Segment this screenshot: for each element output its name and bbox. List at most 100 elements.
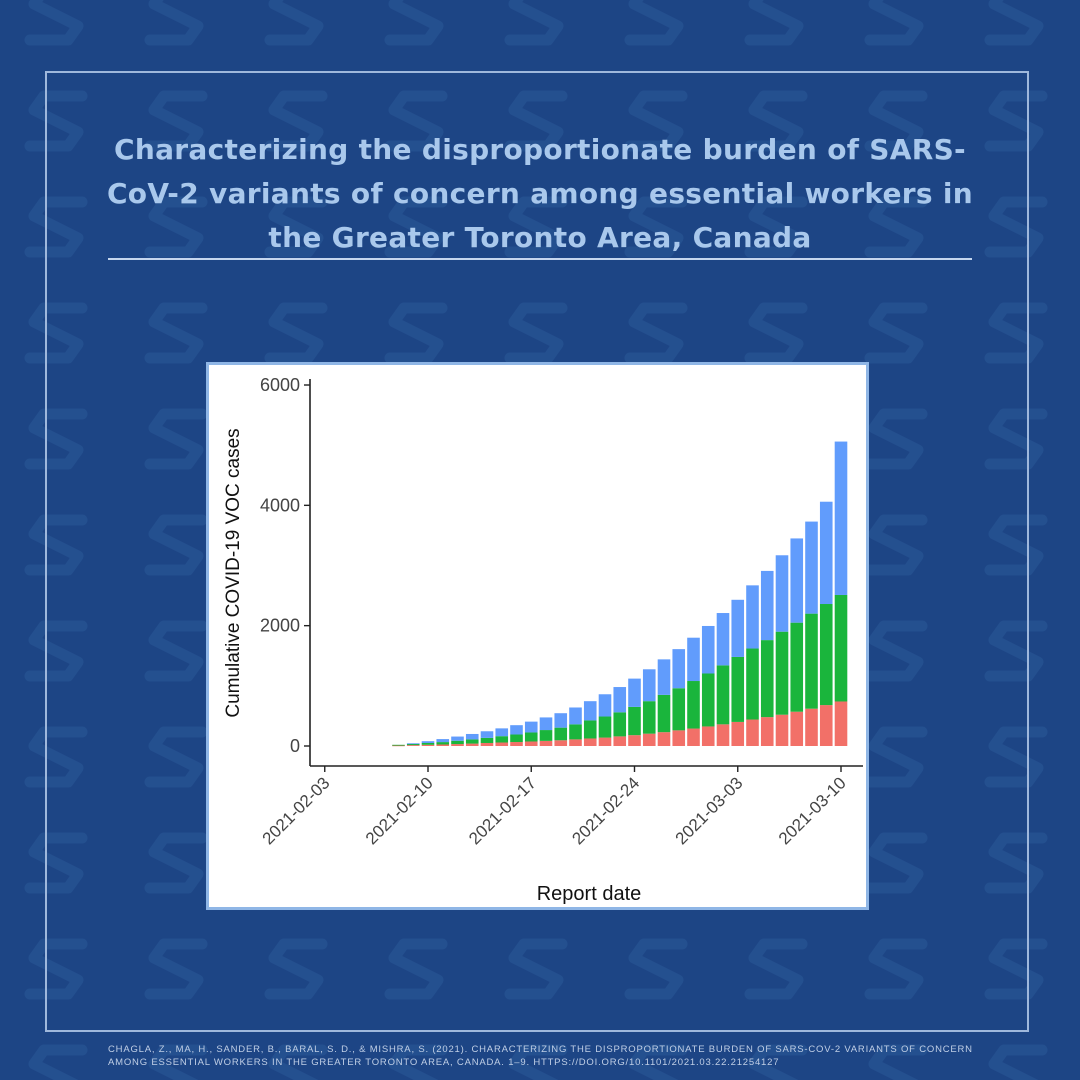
bar-green-day-10	[465, 739, 479, 744]
bar-blue-day-9	[451, 736, 464, 741]
bar-green-day-29	[746, 648, 759, 720]
y-tick-label: 4000	[260, 495, 300, 515]
x-axis-label: Report date	[537, 883, 642, 905]
bar-green-day-12	[495, 736, 509, 743]
bar-red-day-26	[701, 726, 715, 746]
bar-red-day-5	[392, 745, 405, 747]
chart-panel: 0 2000 4000 6000 2021-02-03 2021-02-10 2021-0…	[206, 362, 869, 910]
bar-blue-day-23	[657, 659, 671, 695]
bar-blue-day-27	[716, 613, 730, 666]
bar-blue-day-24	[672, 649, 686, 689]
bar-blue-day-10	[465, 733, 479, 740]
bar-green-day-5	[392, 744, 405, 746]
bar-green-day-27	[716, 665, 730, 725]
bar-green-day-23	[657, 694, 671, 733]
bar-green-day-34	[819, 604, 833, 706]
page-title: Characterizing the disproportionate burd…	[106, 133, 974, 254]
bar-blue-day-16	[554, 713, 568, 728]
bar-green-day-17	[569, 724, 582, 740]
bar-blue-day-26	[701, 625, 715, 674]
bar-blue-day-31	[775, 555, 789, 632]
bar-red-day-12	[495, 742, 509, 746]
bar-green-day-26	[701, 673, 715, 727]
bar-red-day-34	[819, 705, 833, 746]
bar-red-day-14	[524, 741, 538, 746]
bar-green-day-16	[554, 727, 568, 741]
bar-green-day-24	[672, 688, 686, 731]
bar-red-day-7	[421, 744, 435, 746]
bar-red-day-23	[657, 732, 671, 746]
bar-red-day-30	[760, 717, 774, 746]
bar-blue-day-33	[805, 521, 818, 614]
x-ticks-group: 2021-02-03 2021-02-10 2021-02-17 2021-02-24…	[259, 766, 850, 848]
bar-blue-day-29	[746, 585, 759, 649]
bar-green-day-13	[510, 734, 523, 743]
bar-blue-day-25	[687, 637, 700, 682]
bar-blue-day-22	[642, 669, 656, 702]
bar-red-day-6	[406, 745, 420, 746]
y-tick-label: 6000	[260, 375, 300, 395]
bar-blue-day-21	[628, 678, 641, 707]
bar-blue-day-18	[583, 701, 597, 721]
content-frame	[45, 71, 1029, 1032]
bar-blue-day-8	[436, 739, 450, 743]
y-tick-label: 2000	[260, 616, 300, 636]
bar-blue-day-6	[406, 743, 420, 745]
y-tick-label: 0	[290, 736, 300, 756]
bar-blue-day-34	[819, 501, 833, 604]
bar-green-day-33	[805, 613, 818, 709]
bar-green-day-18	[583, 720, 597, 739]
bar-red-day-29	[746, 719, 759, 746]
bar-blue-day-20	[613, 687, 627, 713]
bar-red-day-21	[628, 735, 641, 746]
bar-red-day-28	[731, 721, 745, 746]
bar-series-group	[392, 441, 848, 747]
bar-red-day-9	[451, 744, 464, 746]
bar-blue-day-30	[760, 570, 774, 641]
bar-green-day-28	[731, 656, 745, 722]
bar-green-day-7	[421, 742, 435, 745]
bar-red-day-13	[510, 742, 523, 746]
x-tick-label: 2021-02-03	[259, 773, 334, 848]
bar-red-day-35	[834, 701, 848, 746]
bar-red-day-33	[805, 708, 818, 746]
bar-green-day-14	[524, 732, 538, 742]
bar-blue-day-35	[834, 441, 848, 595]
x-tick-label: 2021-02-17	[465, 773, 540, 848]
y-axis-label: Cumulative COVID-19 VOC cases	[223, 428, 244, 717]
bar-green-day-6	[406, 743, 420, 746]
citation-text: Chagla, Z., Ma, H., Sander, B., Baral, S…	[108, 1044, 973, 1068]
bar-green-day-19	[598, 716, 612, 738]
x-tick-label: 2021-03-10	[775, 773, 850, 848]
bar-green-day-31	[775, 631, 789, 715]
bar-red-day-17	[569, 739, 582, 746]
bar-green-day-11	[480, 737, 494, 743]
bar-blue-day-19	[598, 694, 612, 717]
x-tick-label: 2021-03-03	[672, 773, 747, 848]
bar-red-day-8	[436, 744, 450, 746]
bar-blue-day-7	[421, 741, 435, 743]
bar-red-day-19	[598, 737, 612, 746]
bar-blue-day-13	[510, 725, 523, 735]
bar-red-day-27	[716, 724, 730, 746]
bar-red-day-24	[672, 730, 686, 746]
bar-red-day-31	[775, 714, 789, 746]
bar-green-day-25	[687, 681, 700, 729]
bar-red-day-32	[790, 711, 804, 746]
bar-blue-day-28	[731, 599, 745, 657]
bar-red-day-20	[613, 736, 627, 746]
bar-red-day-11	[480, 742, 494, 746]
bar-green-day-32	[790, 622, 804, 712]
bar-blue-day-15	[539, 717, 553, 731]
bar-red-day-10	[465, 743, 479, 746]
bar-blue-day-12	[495, 728, 509, 737]
bar-red-day-18	[583, 738, 597, 746]
bar-green-day-20	[613, 712, 627, 737]
bar-green-day-30	[760, 640, 774, 718]
bar-green-day-8	[436, 742, 450, 745]
bar-green-day-22	[642, 701, 656, 734]
bar-blue-day-32	[790, 538, 804, 623]
bar-red-day-25	[687, 728, 700, 746]
bar-red-day-15	[539, 740, 553, 746]
bar-green-day-9	[451, 740, 464, 745]
